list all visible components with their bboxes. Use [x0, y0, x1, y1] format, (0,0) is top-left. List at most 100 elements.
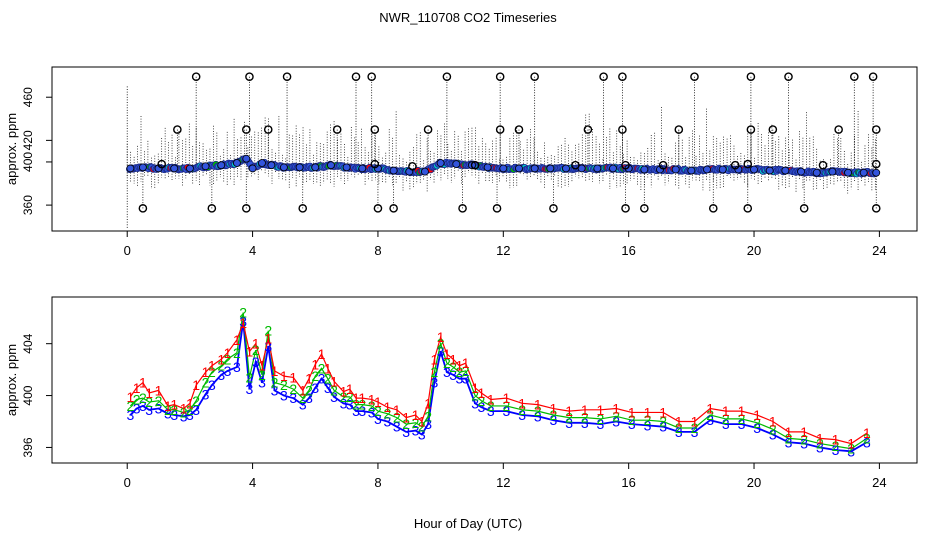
near-outlier	[818, 160, 828, 170]
mean-point	[781, 166, 790, 175]
mean-point	[687, 166, 696, 175]
high-outlier	[442, 72, 452, 82]
series-3-point: 3	[170, 407, 178, 423]
series-2-point: 2	[456, 364, 464, 380]
series-3-point: 3	[534, 408, 542, 424]
top-y-tick-label: 460	[21, 87, 35, 107]
series-2-point: 2	[330, 382, 338, 398]
series-3-point: 3	[318, 371, 326, 387]
high-outlier	[784, 72, 793, 82]
series-1-point: 1	[271, 363, 279, 379]
series-2-point: 2	[722, 411, 730, 427]
mid-outlier	[618, 125, 627, 134]
series-2-point: 2	[565, 410, 573, 426]
series-3-point: 3	[139, 398, 147, 414]
series-3-point: 3	[271, 382, 279, 398]
mean-point	[248, 164, 257, 173]
series-2-point: 2	[352, 397, 360, 413]
series-3-point: 3	[340, 395, 348, 411]
series-2-point: 2	[581, 410, 589, 426]
series-1-point: 1	[437, 329, 445, 345]
series-3-point: 3	[374, 411, 382, 427]
series-1-point: 1	[233, 332, 241, 348]
series-1-point: 1	[550, 401, 558, 417]
mean-point	[217, 161, 226, 170]
figure-title: NWR_110708 CO2 Timeseries	[379, 10, 557, 25]
mean-point	[593, 164, 602, 173]
series-2-point: 2	[644, 412, 652, 428]
series-2-point: 2	[246, 369, 254, 385]
series-1-point: 1	[202, 364, 210, 380]
series-3-point: 3	[208, 377, 216, 393]
series-2-point: 2	[706, 407, 714, 423]
mean-point	[640, 165, 649, 174]
series-1-point: 1	[738, 403, 746, 419]
bottom-y-axis-label: approx. ppm	[4, 344, 19, 416]
top-x-tick-label: 16	[621, 243, 635, 258]
bottom-x-tick-label: 8	[374, 475, 381, 490]
high-outlier	[495, 72, 505, 82]
mean-point	[258, 159, 266, 167]
series-1-point: 1	[393, 402, 401, 418]
low-outlier	[708, 204, 718, 213]
series-2-point: 2	[443, 355, 451, 371]
mean-point	[515, 164, 523, 173]
series-2-point: 2	[437, 336, 445, 352]
series-1-point: 1	[462, 355, 470, 371]
bottom-x-tick-label: 0	[124, 475, 131, 490]
near-outlier	[370, 159, 380, 169]
series-2-point: 2	[305, 382, 313, 398]
mean-point	[765, 166, 774, 175]
series-3-point: 3	[430, 375, 438, 391]
series-1-point: 1	[628, 404, 636, 420]
top-y-tick-label: 400	[21, 152, 35, 172]
low-outlier	[549, 204, 558, 213]
series-3-point: 3	[785, 434, 793, 450]
series-1-point: 1	[581, 402, 589, 418]
series-3-point: 3	[358, 403, 366, 419]
series-2-point: 2	[424, 408, 432, 424]
series-1-point: 1	[691, 414, 699, 430]
mean-point	[828, 167, 837, 176]
series-2-point: 2	[233, 345, 241, 361]
series-3-point: 3	[192, 402, 200, 418]
high-outlier	[367, 72, 376, 82]
series-1-point: 1	[305, 371, 313, 387]
series-1-point: 1	[565, 403, 573, 419]
series-3-point: 3	[186, 407, 194, 423]
top-x-tick-label: 8	[374, 243, 381, 258]
bottom-x-tick-label: 4	[249, 475, 256, 490]
bottom-y-axis: 396 400 404	[21, 333, 52, 457]
series-3-point: 3	[164, 406, 172, 422]
series-2-point: 2	[324, 371, 332, 387]
high-outlier	[690, 72, 699, 82]
series-1-point: 1	[217, 351, 225, 367]
series-1-point: 1	[145, 385, 153, 401]
series-1-point: 1	[340, 384, 348, 400]
high-outlier	[618, 72, 627, 82]
series-3-point: 3	[264, 338, 272, 354]
series-2-line	[129, 312, 868, 450]
near-outlier	[408, 161, 417, 171]
series-1-point: 1	[346, 381, 354, 397]
near-outlier	[470, 160, 480, 170]
series-2-point: 2	[659, 414, 667, 430]
series-1-point: 1	[252, 336, 260, 352]
mean-point	[185, 164, 194, 173]
series-1-point: 1	[832, 432, 840, 448]
mean-point	[499, 164, 508, 173]
series-1-point: 1	[675, 414, 683, 430]
series-3-point: 3	[252, 354, 260, 370]
mid-outlier	[332, 125, 342, 134]
mean-point	[872, 168, 881, 177]
series-2-point: 2	[832, 438, 840, 454]
series-2-point: 2	[612, 408, 620, 424]
series-2-point: 2	[863, 430, 871, 446]
mid-outlier	[242, 125, 251, 134]
series-2-point: 2	[145, 394, 153, 410]
low-outlier	[871, 204, 881, 213]
top-x-tick-label: 4	[249, 243, 256, 258]
top-x-tick-label: 24	[872, 243, 886, 258]
series-3-point: 3	[280, 388, 288, 404]
